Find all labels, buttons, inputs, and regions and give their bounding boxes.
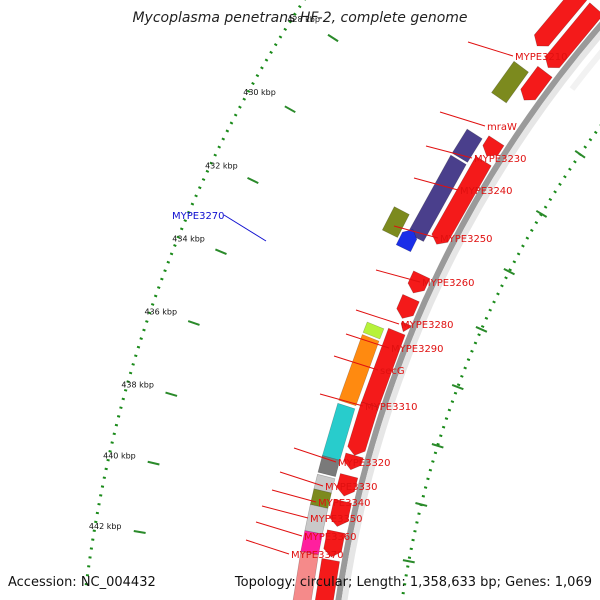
gene-salmon [292, 551, 319, 600]
genome-summary-text: Topology: circular; Length: 1,358,633 bp… [234, 575, 592, 590]
guide-tick-1 [574, 150, 586, 159]
ruler-tick-label-9: 442 kbp [89, 522, 122, 531]
gene-label-0: MYPE3210 [515, 52, 568, 63]
ruler-tick-label-7: 438 kbp [121, 381, 154, 390]
gene-label-10: MYPE3310 [365, 402, 418, 413]
gene-orange [338, 334, 380, 407]
ruler-tick-label-5: 434 kbp [172, 234, 205, 243]
gene-label-leader-4 [393, 225, 439, 239]
gene-label-1: mraW [487, 122, 517, 133]
gene-label-leader-1 [439, 111, 486, 127]
gene-mype3250 [431, 155, 492, 245]
gene-mype3270-olive [381, 206, 410, 238]
gene-mype3290 [396, 294, 420, 319]
backbone-inner [341, 30, 600, 600]
gene-mype3360 [323, 529, 346, 558]
gene-mype3340 [336, 473, 359, 497]
gene-label-leader-12 [279, 471, 324, 487]
gene-label-12: MYPE3330 [325, 482, 378, 493]
gene-label-3: MYPE3240 [460, 186, 513, 197]
gene-secg [362, 321, 385, 340]
gene-label-leader-10 [319, 393, 364, 407]
gene-label-leader-7 [355, 309, 400, 325]
gene-label-leader-16 [245, 539, 290, 555]
gene-top-red-2 [533, 0, 588, 47]
guide-tick-2 [535, 209, 548, 218]
gene-label-leader-15 [255, 521, 303, 537]
gene-mype3210 [544, 2, 600, 69]
top-shade-ring [569, 49, 600, 91]
gene-label-7: MYPE3280 [401, 320, 454, 331]
gene-mype3330 [343, 452, 364, 471]
gene-label-leader-2 [425, 145, 473, 159]
gene-label-leader-11 [293, 447, 337, 463]
gene-mype3230 [482, 135, 505, 157]
ruler-tick-7 [165, 391, 178, 397]
ruler-tick-label-2: 428 kbp [287, 15, 320, 24]
ruler-tick-label-4: 432 kbp [205, 161, 238, 170]
gene-cyan [321, 402, 356, 463]
ruler-tick-9 [133, 529, 146, 535]
gene-label-14: MYPE3350 [310, 514, 363, 525]
gene-label-leader-14 [261, 505, 309, 519]
gene-mype3320 [347, 401, 379, 456]
gene-label-4: MYPE3250 [440, 234, 493, 245]
gene-small-1 [400, 321, 412, 333]
gene-label-5: MYPE3260 [422, 278, 475, 289]
ruler-tick-5 [215, 248, 227, 255]
gene-mraw [491, 60, 529, 104]
gene-label-leader-9 [333, 355, 379, 371]
gene-label-leader-13 [271, 489, 317, 503]
guide-tick-6 [431, 443, 444, 449]
ruler-tick-label-3: 430 kbp [243, 88, 276, 97]
gene-label-6: MYPE3270 [172, 211, 225, 222]
gene-label-16: MYPE3370 [291, 550, 344, 561]
gene-mype3350 [329, 498, 352, 527]
gene-label-9: secG [380, 366, 405, 377]
map-title: Mycoplasma penetrans HF-2, complete geno… [132, 10, 468, 26]
gene-label-8: MYPE3290 [391, 344, 444, 355]
gene-gray [317, 455, 341, 477]
ruler-tick-4 [247, 176, 259, 185]
ruler-tick-8 [147, 460, 160, 466]
guide-tick-5 [451, 384, 464, 391]
accession-text: Accession: NC_004432 [8, 575, 156, 590]
gene-label-leader-3 [413, 177, 459, 191]
gene-label-15: MYPE3360 [304, 532, 357, 543]
ruler-tick-label-6: 436 kbp [144, 308, 177, 317]
ruler-tick-label-8: 440 kbp [103, 451, 136, 460]
gene-mype3270 [395, 229, 418, 253]
gene-label-leader-8 [345, 333, 390, 349]
gene-label-13: MYPE3340 [318, 498, 371, 509]
ruler-tick-2 [327, 33, 339, 43]
gene-mype3370 [314, 558, 340, 600]
ruler-tick-6 [187, 320, 200, 326]
ruler-tick-3 [284, 105, 296, 114]
backbone-outer [335, 21, 600, 600]
gene-label-leader-0 [467, 41, 514, 57]
gene-label-leader-5 [375, 269, 421, 283]
guide-tick-4 [475, 326, 488, 333]
gene-label-11: MYPE3320 [338, 458, 391, 469]
guide-tick-8 [402, 559, 415, 564]
guide-tick-3 [503, 267, 515, 276]
gene-label-2: MYPE3230 [474, 154, 527, 165]
gene-label-leader-6 [223, 214, 267, 242]
guide-tick-7 [415, 502, 428, 507]
gene-mype3220 [520, 65, 553, 101]
